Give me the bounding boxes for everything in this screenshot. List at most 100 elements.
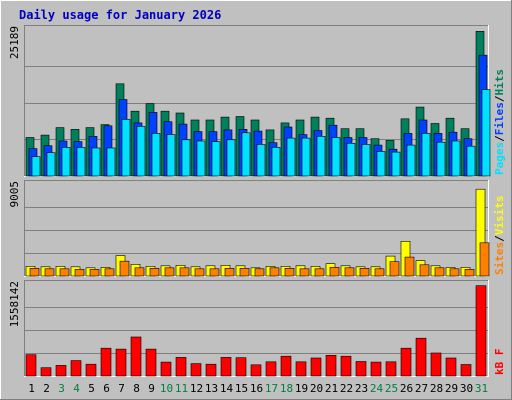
- bar-pages: [61, 147, 71, 177]
- bar-sites: [299, 268, 310, 277]
- scale-label: 25189: [8, 26, 21, 59]
- day-label: 11: [175, 382, 188, 395]
- bar-kb-f: [460, 364, 472, 377]
- bar-kb-f: [190, 363, 202, 377]
- bar-pages: [421, 133, 431, 177]
- scale-label: 1558142: [8, 281, 21, 327]
- bar-sites: [164, 267, 175, 277]
- bar-kb-f: [160, 361, 172, 377]
- bar-pages: [346, 143, 356, 177]
- day-label: 30: [460, 382, 473, 395]
- bar-pages: [361, 144, 371, 177]
- legend-entry: Sites: [493, 242, 506, 275]
- bar-sites: [344, 267, 355, 277]
- bar-sites: [209, 268, 220, 277]
- day-label: 1: [28, 382, 35, 395]
- day-label: 31: [475, 382, 488, 395]
- day-label: 3: [58, 382, 65, 395]
- bars: [25, 30, 491, 177]
- scale-label: 9005: [8, 181, 21, 208]
- legend: kB F: [493, 349, 506, 376]
- bar-pages: [136, 126, 146, 177]
- bar-kb-f: [400, 347, 412, 377]
- bar-sites: [464, 269, 475, 277]
- day-label: 9: [148, 382, 155, 395]
- legend-entry: /: [493, 95, 506, 102]
- bar-sites: [104, 268, 115, 277]
- bar-sites: [89, 269, 100, 277]
- day-label: 27: [415, 382, 428, 395]
- bar-sites: [224, 267, 235, 277]
- bar-kb-f: [175, 357, 187, 377]
- bar-pages: [286, 137, 296, 177]
- bar-sites: [284, 267, 295, 277]
- day-label: 23: [355, 382, 368, 395]
- panel-kbytes: 1558142 kB F: [8, 280, 506, 377]
- day-label: 19: [295, 382, 308, 395]
- bar-sites: [149, 267, 160, 277]
- day-label: 24: [370, 382, 384, 395]
- bar-pages: [121, 119, 131, 177]
- day-label: 22: [340, 382, 353, 395]
- bar-pages: [256, 144, 266, 177]
- bar-sites: [449, 268, 460, 277]
- bar-kb-f: [415, 337, 427, 377]
- bar-pages: [391, 151, 401, 177]
- bar-pages: [331, 137, 341, 177]
- bar-pages: [376, 151, 386, 177]
- bar-sites: [434, 267, 445, 277]
- bar-kb-f: [220, 357, 232, 377]
- bars: [25, 188, 490, 277]
- bar-kb-f: [355, 361, 367, 377]
- bar-kb-f: [85, 363, 97, 377]
- bar-sites: [419, 264, 430, 277]
- bar-sites: [119, 260, 130, 277]
- bar-pages: [436, 141, 446, 177]
- bar-pages: [406, 144, 416, 177]
- bar-sites: [179, 267, 190, 277]
- legend-entry: Pages: [493, 142, 506, 175]
- legend-entry: Hits: [493, 69, 506, 96]
- bar-kb-f: [370, 361, 382, 377]
- legend-entry: Files: [493, 102, 506, 135]
- bar-sites: [44, 268, 55, 277]
- bar-pages: [466, 145, 476, 177]
- day-label: 16: [250, 382, 263, 395]
- bar-pages: [31, 156, 41, 177]
- x-axis-day-labels: 1 2 3 4 5 6 7 8 9 10 11 12 13 14 15 16 17 18 19 20 21 22 23 24 2…: [28, 382, 488, 395]
- bar-pages: [91, 147, 101, 177]
- bar-kb-f: [445, 357, 457, 377]
- bar-sites: [29, 267, 40, 277]
- bar-sites: [359, 267, 370, 277]
- legend-entry: /: [493, 135, 506, 142]
- day-label: 15: [235, 382, 248, 395]
- bar-sites: [269, 267, 280, 277]
- bar-pages: [106, 147, 116, 177]
- bar-sites: [254, 268, 265, 277]
- bar-pages: [451, 140, 461, 177]
- bar-pages: [211, 141, 221, 177]
- bar-kb-f: [235, 357, 247, 377]
- day-label: 8: [133, 382, 140, 395]
- day-label: 21: [325, 382, 338, 395]
- bar-sites: [239, 267, 250, 277]
- day-label: 29: [445, 382, 458, 395]
- bar-kb-f: [25, 354, 37, 377]
- bar-kb-f: [40, 367, 52, 377]
- bar-kb-f: [475, 285, 487, 377]
- bar-sites: [59, 268, 70, 277]
- bar-sites: [374, 268, 385, 277]
- bars: [25, 285, 487, 377]
- day-label: 20: [310, 382, 323, 395]
- bar-pages: [301, 137, 311, 177]
- bar-sites: [404, 256, 415, 277]
- day-label: 7: [118, 382, 125, 395]
- bar-kb-f: [55, 365, 67, 377]
- bar-pages: [226, 139, 236, 177]
- legend: Pages/Files/Hits: [493, 69, 506, 175]
- bar-pages: [46, 152, 56, 177]
- legend-entry: Visits: [493, 196, 506, 236]
- bar-kb-f: [250, 364, 262, 377]
- bar-pages: [151, 133, 161, 177]
